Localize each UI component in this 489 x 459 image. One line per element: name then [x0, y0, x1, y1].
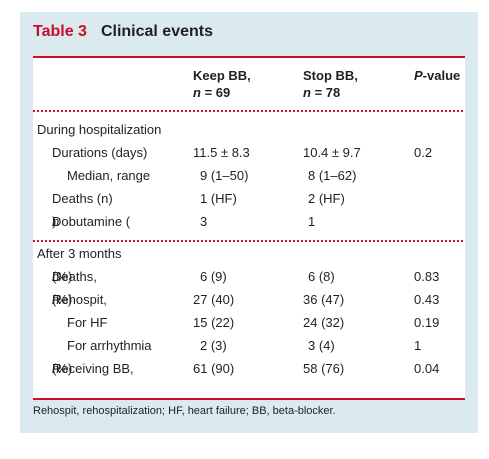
table-row: For HF 15 (22) 24 (32) 0.19	[67, 315, 440, 330]
header-keep-bb: Keep BB, n = 69	[193, 68, 251, 100]
table-row: For arrhythmia 2 (3) 3 (4) 1	[67, 338, 422, 353]
table-title: Table 3 Clinical events	[33, 23, 213, 41]
table-card: Table 3 Clinical events Keep BB, n = 69 S…	[20, 12, 478, 433]
header-p-value: P-value	[414, 68, 461, 83]
table-number: Table 3	[33, 23, 87, 40]
section-during-hospitalization: During hospitalization	[37, 122, 162, 137]
dotted-divider	[33, 240, 463, 242]
section-after-3-months: After 3 months	[37, 246, 122, 261]
clinical-events-table: Keep BB, n = 69 Stop BB, n = 78 P-value …	[33, 56, 465, 400]
table-row: Rehospit, n (%) 27 (40) 36 (47) 0.43	[52, 292, 440, 307]
table-row: Deaths, n (%) 6 (9) 6 (8) 0.83	[52, 269, 440, 284]
table-row: Durations (days) 11.5 ± 8.3 10.4 ± 9.7 0…	[52, 145, 433, 160]
table-row: Receiving BB, n (%) 61 (90) 58 (76) 0.04	[52, 361, 440, 376]
table-row: Deaths (n) 1 (HF) 2 (HF)	[52, 191, 345, 206]
dotted-divider	[33, 110, 463, 112]
table-row: Median, range 9 (1–50) 8 (1–62)	[67, 168, 357, 183]
header-stop-bb: Stop BB, n = 78	[303, 68, 358, 100]
table-footnote: Rehospit, rehospitalization; HF, heart f…	[33, 405, 336, 417]
table-caption: Clinical events	[100, 23, 213, 40]
table-row: Dobutamine (n) 3 1	[52, 214, 316, 229]
